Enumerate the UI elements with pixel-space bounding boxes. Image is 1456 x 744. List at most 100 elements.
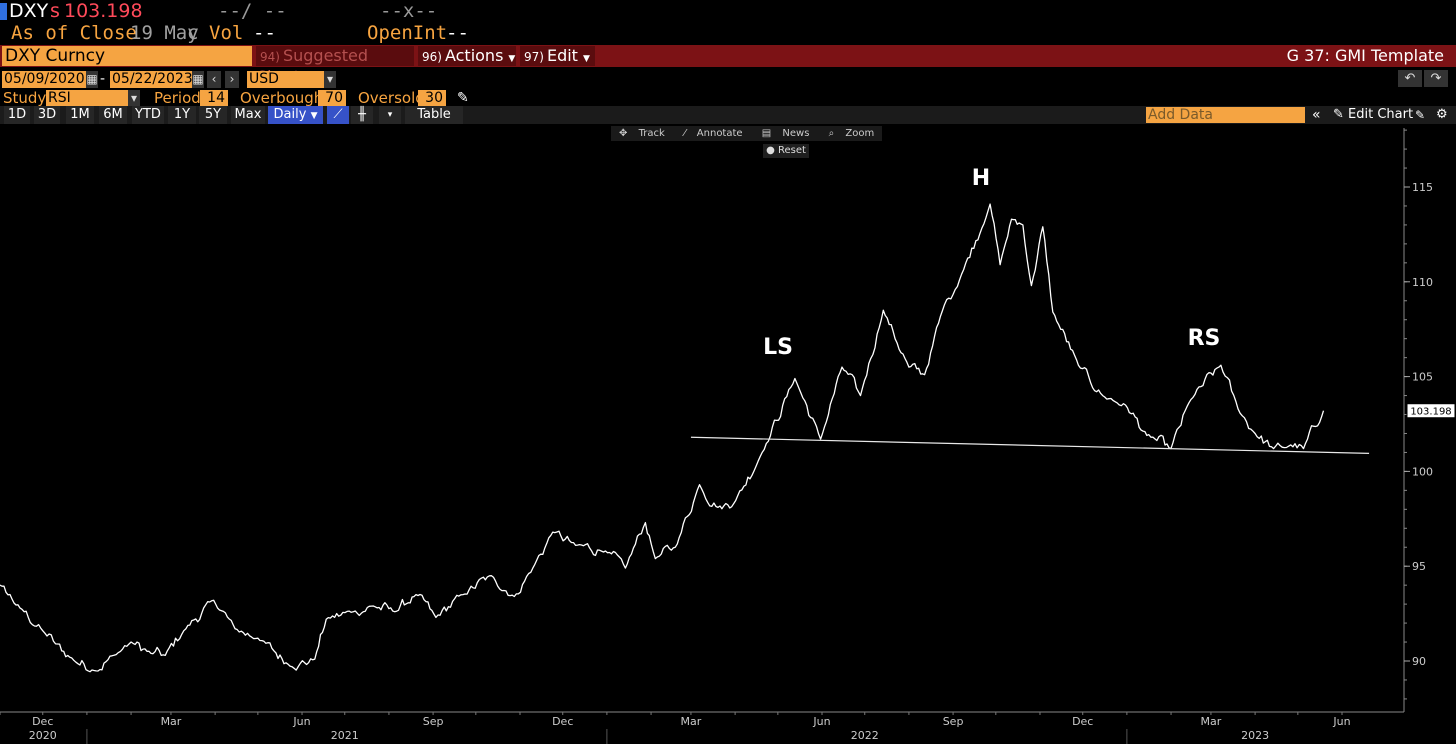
line-chart-icon[interactable]: ⟋ <box>327 106 349 124</box>
x-tick-label: Dec <box>1072 715 1093 728</box>
range-ytd-button[interactable]: YTD <box>132 106 164 124</box>
overbought-input[interactable]: 70 <box>318 90 346 106</box>
x-year-label: 2023 <box>1241 729 1269 742</box>
x-tick-label: Dec <box>32 715 53 728</box>
start-date-input[interactable]: 05/09/2020 <box>2 71 86 88</box>
chevron-down-icon[interactable]: ▾ <box>128 90 140 106</box>
edit-number: 97) <box>524 50 544 64</box>
annotate-label: Annotate <box>696 128 743 139</box>
range-6m-button[interactable]: 6M <box>99 106 127 124</box>
y-tick-label: 105 <box>1412 371 1433 384</box>
x-tick-label: Dec <box>552 715 573 728</box>
edit-icon[interactable]: ✎ <box>1415 108 1426 122</box>
chart-axes <box>0 128 1410 744</box>
edit-chart-button[interactable]: ✎ Edit Chart <box>1333 106 1413 124</box>
y-tick-label: 100 <box>1412 465 1433 478</box>
suggested-charts-number: 94) <box>260 50 280 64</box>
pattern-annotation: H <box>972 166 990 191</box>
range-max-button[interactable]: Max <box>231 106 265 124</box>
last-price-label: 103.198 <box>1410 407 1451 418</box>
price-prefix: s <box>50 0 60 22</box>
actions-menu-button[interactable]: 96) Actions ▼ <box>418 46 516 66</box>
suggested-charts-button[interactable]: 94)Suggested Charts <box>256 46 414 86</box>
overbought-label: Overbought <box>240 89 330 107</box>
as-of-date: 19 May <box>130 22 199 44</box>
track-tool[interactable]: ✥ Track <box>615 128 669 139</box>
candlestick-icon[interactable]: ╫ <box>351 106 373 124</box>
date-range-row: 05/09/2020 ▦ - 05/22/2023 ▦ ‹ › USD ▾ ↶ … <box>0 70 1456 88</box>
pencil-icon[interactable]: ✎ <box>457 90 469 106</box>
x-tick-label: Sep <box>943 715 964 728</box>
edit-label: Edit <box>546 46 578 65</box>
open-interest-label: OpenInt <box>367 22 448 44</box>
undo-icon[interactable]: ↶ <box>1398 70 1422 87</box>
y-tick-label: 110 <box>1412 276 1433 289</box>
news-tool[interactable]: ▤ News <box>758 128 814 139</box>
next-period-icon[interactable]: › <box>225 71 239 88</box>
price-line <box>0 203 1325 673</box>
pencil-icon: ⁄ <box>683 128 686 139</box>
oversold-input[interactable]: 30 <box>418 90 446 106</box>
neckline <box>690 436 1370 454</box>
news-icon: ▤ <box>761 128 772 139</box>
table-button[interactable]: Table <box>405 106 463 124</box>
crosshair-icon: ✥ <box>619 128 628 139</box>
prev-period-icon[interactable]: ‹ <box>207 71 221 88</box>
edit-menu-button[interactable]: 97) Edit ▼ <box>520 46 595 66</box>
zoom-tool[interactable]: ⌕ Zoom <box>825 128 879 139</box>
chevron-down-icon: ▼ <box>508 54 516 64</box>
x-tick-label: Jun <box>812 715 830 728</box>
frequency-select[interactable]: Daily ▼ <box>268 106 323 124</box>
ticker-symbol: DXY <box>9 0 49 22</box>
currency-select[interactable]: USD <box>247 71 324 88</box>
pencil-icon: ✎ <box>1333 107 1344 122</box>
reset-icon: ● <box>766 145 775 156</box>
security-field[interactable]: DXY Curncy <box>2 46 252 66</box>
range-1m-button[interactable]: 1M <box>66 106 94 124</box>
magnifier-icon: ⌕ <box>828 128 835 139</box>
news-label: News <box>782 128 810 139</box>
chevron-down-icon[interactable]: ▾ <box>324 71 336 88</box>
x-tick-label: Mar <box>161 715 182 728</box>
ticker-bar: DXY s 103.198 --/ -- --x-- <box>0 0 1456 22</box>
range-1d-button[interactable]: 1D <box>4 106 30 124</box>
x-tick-label: Mar <box>1201 715 1222 728</box>
chevron-down-icon: ▼ <box>582 54 590 64</box>
collapse-icon[interactable]: « <box>1312 107 1321 123</box>
chevron-down-icon: ▼ <box>310 111 318 121</box>
pattern-annotation: LS <box>763 335 793 360</box>
security-bar: DXY Curncy 94)Suggested Charts 96)Action… <box>0 45 1456 86</box>
calendar-icon[interactable]: ▦ <box>86 71 98 88</box>
range-5y-button[interactable]: 5Y <box>199 106 227 124</box>
edit-chart-label: Edit Chart <box>1348 107 1414 122</box>
redo-icon[interactable]: ↷ <box>1424 70 1448 87</box>
annotate-tool[interactable]: ⁄ Annotate <box>680 128 747 139</box>
gear-icon[interactable]: ⚙ <box>1436 107 1448 122</box>
y-tick-label: 90 <box>1412 655 1426 668</box>
range-3d-button[interactable]: 3D <box>34 106 60 124</box>
study-label: Study <box>3 89 47 107</box>
last-price: 103.198 <box>64 0 143 22</box>
x-tick-label: Jun <box>1332 715 1350 728</box>
x-year-label: 2022 <box>851 729 879 742</box>
frequency-label: Daily <box>273 107 307 122</box>
range-1y-button[interactable]: 1Y <box>168 106 196 124</box>
chart-tools-bar: ✥ Track ⁄ Annotate ▤ News ⌕ Zoom <box>611 126 883 141</box>
chevron-down-icon[interactable]: ▾ <box>379 106 401 124</box>
ticker-marker <box>0 3 7 20</box>
y-tick-label: 115 <box>1412 181 1433 194</box>
end-date-input[interactable]: 05/22/2023 <box>110 71 193 88</box>
x-year-label: 2021 <box>331 729 359 742</box>
calendar-icon[interactable]: ▦ <box>192 71 204 88</box>
study-select[interactable]: RSI <box>46 90 128 106</box>
template-label[interactable]: G 37: GMI Template <box>1286 46 1444 65</box>
date-separator: - <box>100 71 106 87</box>
reset-button[interactable]: ● Reset <box>763 144 809 158</box>
pattern-annotation: RS <box>1188 326 1221 351</box>
chart-labels: 90 95 100 105 110 115 Dec Mar Jun Sep Dec Mar Jun Sep… <box>29 166 1452 742</box>
add-data-input[interactable]: Add Data <box>1146 107 1305 123</box>
last-price-box <box>1406 403 1456 419</box>
period-input[interactable]: 14 <box>200 90 228 106</box>
x-tick-label: Jun <box>292 715 310 728</box>
chart-toolbar: 1D 3D 1M 6M YTD 1Y 5Y Max Daily ▼ ⟋ ╫ ▾ … <box>0 106 1456 124</box>
